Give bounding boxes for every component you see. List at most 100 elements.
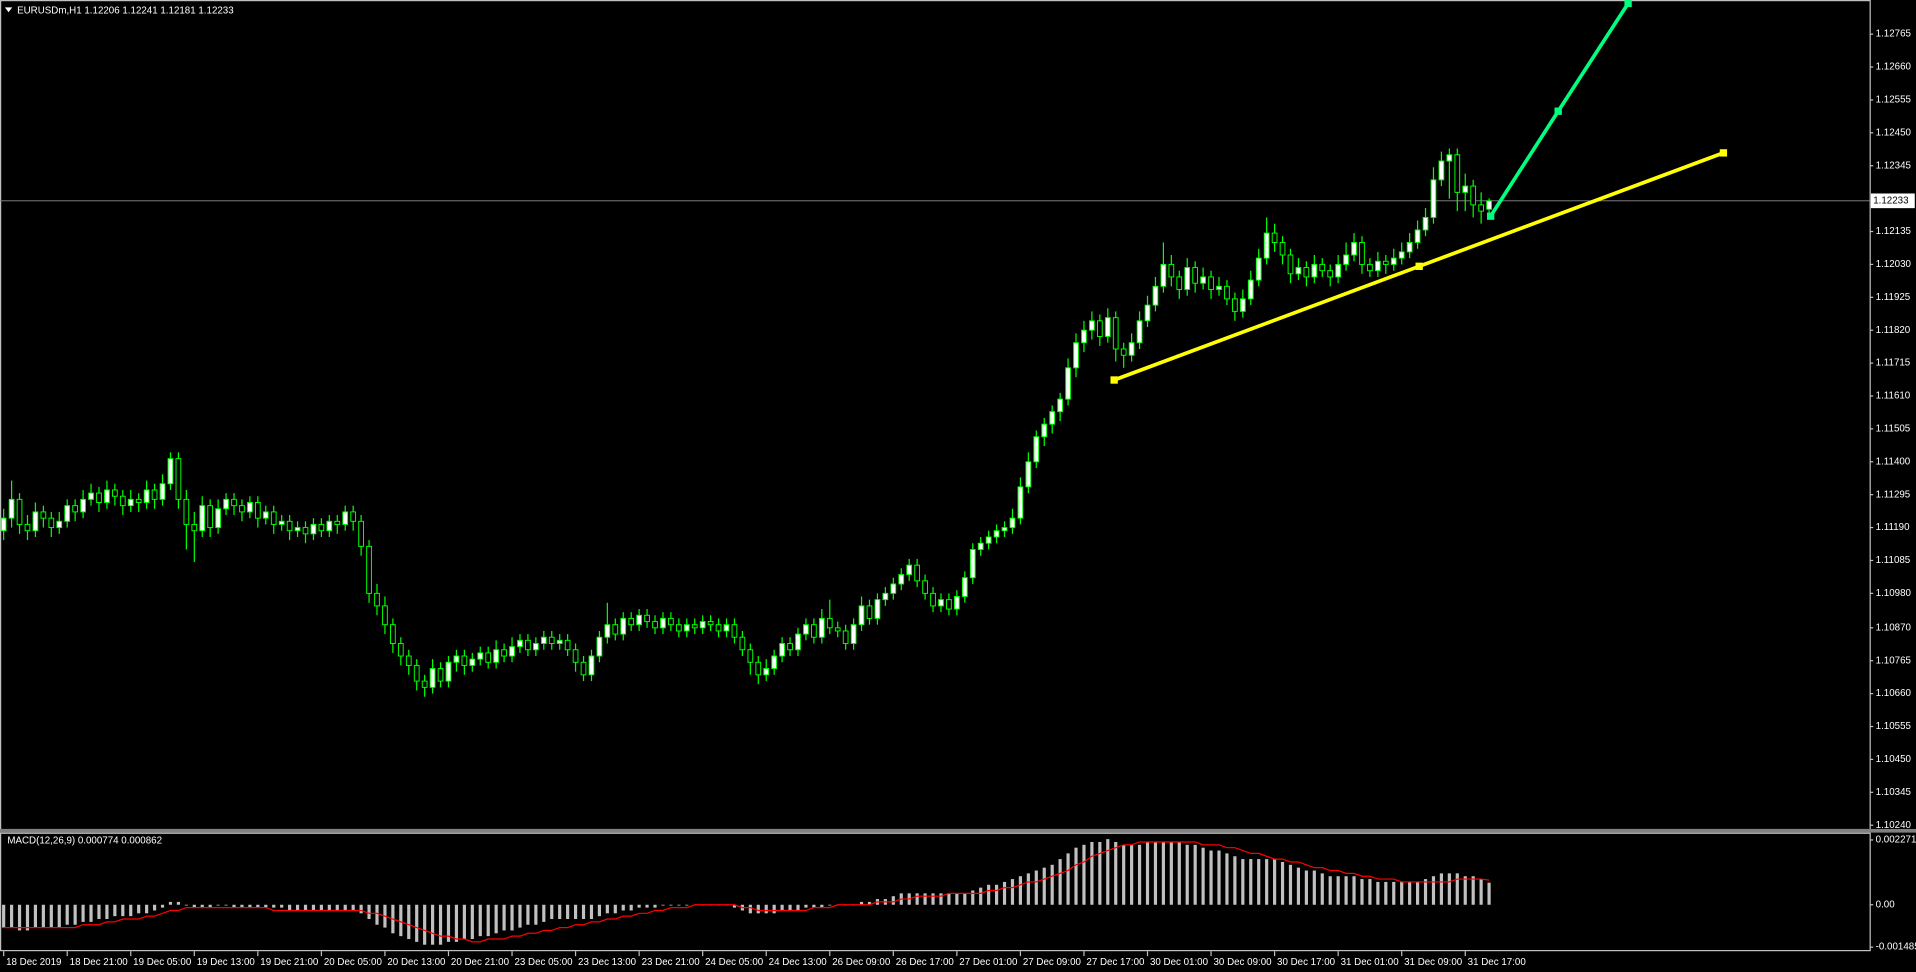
- macd-bar: [1423, 879, 1428, 905]
- macd-bar: [867, 901, 872, 905]
- macd-bar: [1161, 841, 1165, 905]
- candle-body: [1033, 436, 1040, 463]
- candle-body: [1486, 200, 1492, 210]
- candle-body: [429, 668, 436, 688]
- candle-body: [628, 617, 635, 626]
- candle-body: [532, 642, 539, 651]
- candle-body: [1081, 329, 1087, 344]
- candle-body: [556, 639, 563, 644]
- candle-body: [1152, 285, 1159, 306]
- macd-bar: [1392, 881, 1396, 905]
- macd-bar: [1066, 853, 1070, 905]
- candle-body: [675, 624, 682, 632]
- macd-bar: [462, 904, 466, 940]
- macd-bar: [1408, 881, 1412, 905]
- y-tick-label: -0.001485: [1876, 942, 1916, 953]
- y-tick-label: 1.11610: [1876, 391, 1911, 402]
- candle-body: [564, 639, 571, 651]
- candle-body: [1168, 263, 1175, 278]
- candle-body: [890, 583, 897, 594]
- macd-bar: [1257, 859, 1261, 905]
- x-tick-label: 31 Dec 01:00: [1341, 957, 1400, 968]
- candle-body: [1367, 263, 1373, 272]
- candle-body: [826, 617, 833, 629]
- macd-bar: [1471, 876, 1475, 905]
- candle-body: [437, 668, 444, 682]
- macd-bar: [113, 904, 117, 917]
- macd-bar: [57, 904, 61, 928]
- macd-bar: [17, 904, 22, 931]
- macd-bar: [1050, 864, 1054, 905]
- y-tick-label: 1.12030: [1876, 259, 1912, 270]
- macd-bar: [137, 904, 141, 914]
- y-tick-label: 1.12450: [1876, 127, 1912, 138]
- y-tick-label: 1.12345: [1876, 160, 1912, 171]
- candle-body: [1406, 241, 1413, 253]
- macd-bar: [407, 904, 411, 940]
- macd-bar: [939, 893, 943, 905]
- candle-body: [898, 574, 905, 585]
- macd-bar: [73, 904, 77, 925]
- macd-title: MACD(12,26,9) 0.000774 0.000862: [7, 836, 162, 847]
- candle-body: [111, 489, 118, 497]
- macd-bar: [947, 893, 951, 905]
- candle-body: [16, 498, 23, 525]
- macd-bar: [1058, 859, 1062, 905]
- macd-bar: [256, 904, 260, 908]
- candle-body: [366, 545, 372, 594]
- macd-bar: [97, 904, 101, 920]
- candle-body: [1295, 267, 1302, 275]
- macd-bar: [1304, 870, 1308, 905]
- y-tick-label: 1.11400: [1876, 456, 1911, 467]
- y-tick-label: 1.12660: [1876, 62, 1912, 73]
- candle-body: [1089, 320, 1095, 331]
- candle-body: [922, 580, 928, 594]
- macd-bar: [200, 904, 204, 908]
- macd-bar: [303, 904, 308, 911]
- candle-body: [445, 661, 452, 682]
- candle-body: [1057, 398, 1064, 413]
- candle-body: [953, 596, 960, 610]
- macd-bar: [129, 904, 133, 917]
- candle-body: [1160, 263, 1167, 287]
- macd-bar: [192, 904, 196, 908]
- x-tick-label: 23 Dec 13:00: [578, 957, 637, 968]
- macd-bar: [542, 904, 546, 922]
- macd-bar: [915, 893, 919, 905]
- macd-bar: [1312, 870, 1316, 905]
- macd-bar: [1034, 870, 1038, 905]
- macd-bar: [804, 904, 808, 908]
- macd-bar: [423, 904, 427, 945]
- candle-body: [485, 652, 492, 663]
- candle-body: [1176, 276, 1183, 290]
- candle-body: [771, 655, 778, 670]
- y-tick-label: 1.10765: [1876, 655, 1912, 666]
- macd-bar: [224, 904, 228, 906]
- candle-body: [818, 617, 825, 638]
- macd-bar: [288, 904, 292, 911]
- candle-body: [1446, 154, 1453, 162]
- candle-body: [938, 599, 944, 607]
- macd-bar: [1320, 873, 1324, 905]
- macd-bar: [1415, 881, 1420, 905]
- macd-bar: [1431, 876, 1436, 905]
- macd-bar: [1463, 876, 1467, 905]
- trend-anchor: [1624, 0, 1632, 8]
- macd-bar: [589, 904, 594, 920]
- candle-body: [1422, 216, 1429, 231]
- candle-body: [620, 617, 627, 635]
- macd-bar: [415, 904, 419, 942]
- x-tick-label: 27 Dec 17:00: [1086, 957, 1145, 968]
- symbol-menu-arrow[interactable]: [4, 7, 13, 13]
- macd-bar: [1455, 873, 1459, 905]
- candle-body: [56, 520, 63, 529]
- macd-bar: [319, 904, 323, 911]
- macd-bar: [669, 904, 673, 906]
- candle-body: [390, 624, 396, 644]
- macd-bar: [780, 904, 784, 911]
- macd-bar: [1169, 841, 1173, 905]
- macd-bar: [1026, 873, 1030, 905]
- candle-body: [715, 624, 722, 632]
